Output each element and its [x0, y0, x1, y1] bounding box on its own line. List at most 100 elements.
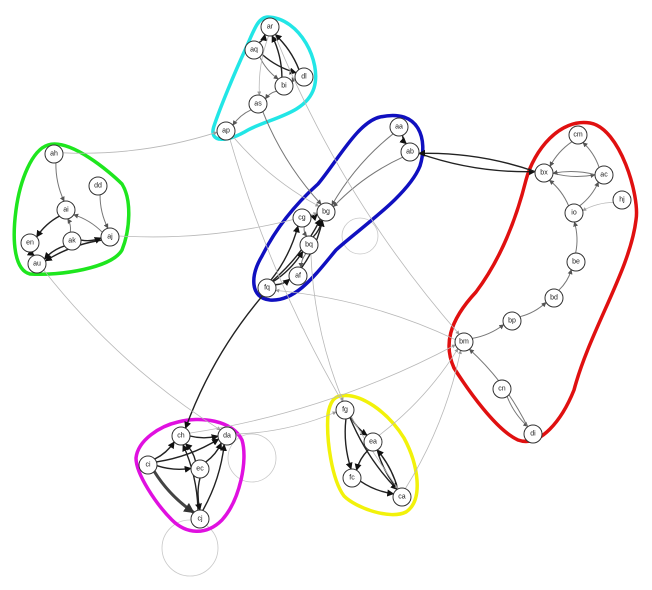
node-da[interactable]: da [217, 426, 237, 446]
node-bq[interactable]: bq [299, 235, 319, 255]
node-ci[interactable]: ci [138, 455, 158, 475]
edge-ea-fc [354, 449, 369, 471]
node-ab[interactable]: ab [400, 142, 420, 162]
node-bd[interactable]: bd [544, 288, 564, 308]
edge-io-bx [549, 179, 570, 206]
node-cj[interactable]: cj [190, 509, 210, 529]
node-bx[interactable]: bx [534, 163, 554, 183]
edge-ci-ec [156, 465, 192, 473]
node-ap[interactable]: ap [216, 121, 236, 141]
node-label: ac [600, 172, 608, 179]
cluster-hulls [12, 15, 639, 533]
node-label: ak [68, 238, 76, 245]
node-circle [566, 252, 586, 272]
node-label: fg [342, 407, 348, 414]
node-io[interactable]: io [564, 203, 584, 223]
node-circle [244, 40, 264, 60]
node-au[interactable]: au [27, 254, 47, 274]
node-circle [257, 278, 277, 298]
node-label: cn [498, 386, 506, 393]
node-circle [389, 117, 409, 137]
edge-aa-ab [399, 135, 407, 145]
node-ar[interactable]: ar [260, 17, 280, 37]
node-ah[interactable]: ah [44, 144, 64, 164]
node-ak[interactable]: ak [62, 231, 82, 251]
edge-ap-bg [232, 136, 320, 207]
edge-io-ac [579, 181, 599, 207]
node-bg[interactable]: bg [316, 202, 336, 222]
node-cm[interactable]: cm [568, 125, 588, 145]
node-bi[interactable]: bi [274, 76, 294, 96]
node-circle [564, 203, 584, 223]
node-bm[interactable]: bm [454, 332, 474, 352]
node-circle [568, 125, 588, 145]
node-label: cg [298, 215, 306, 222]
node-di[interactable]: di [523, 424, 543, 444]
edge-bp-bd [519, 301, 547, 318]
edge-fq-cg [270, 225, 300, 281]
edge-aj-ai [73, 213, 103, 233]
node-cn[interactable]: cn [492, 379, 512, 399]
node-ca[interactable]: ca [392, 487, 412, 507]
edge-bm-fq [275, 288, 456, 340]
edge-ch-da [189, 434, 219, 441]
node-ai[interactable]: ai [56, 200, 76, 220]
node-label: di [530, 431, 536, 438]
edge-aq-ar [258, 33, 268, 44]
self-loop-bg [341, 217, 379, 255]
node-circle [190, 509, 210, 529]
node-bp[interactable]: bp [502, 311, 522, 331]
node-as[interactable]: as [248, 94, 268, 114]
node-circle [100, 227, 120, 247]
node-aj[interactable]: aj [100, 227, 120, 247]
node-fg[interactable]: fg [335, 400, 355, 420]
node-fq[interactable]: fq [257, 278, 277, 298]
edge-be-io [573, 221, 579, 254]
node-circle [44, 144, 64, 164]
node-label: ci [145, 462, 151, 469]
node-dd[interactable]: dd [88, 176, 108, 196]
node-cg[interactable]: cg [292, 208, 312, 228]
edge-ci-cj [152, 470, 195, 514]
node-fc[interactable]: fc [342, 468, 362, 488]
node-label: ah [50, 151, 58, 158]
edge-aq-dl [261, 53, 297, 75]
node-hj[interactable]: hj [612, 190, 632, 210]
node-ch[interactable]: ch [171, 426, 191, 446]
node-aa[interactable]: aa [389, 117, 409, 137]
node-ec[interactable]: ec [190, 459, 210, 479]
edge-dl-ar [274, 33, 300, 70]
node-circle [217, 426, 237, 446]
cluster-hull-yellow [325, 393, 419, 517]
node-circle [190, 459, 210, 479]
node-circle [454, 332, 474, 352]
node-circle [594, 165, 614, 185]
node-circle [492, 379, 512, 399]
edge-ah-ap [62, 131, 218, 154]
edge-ch-bm [189, 344, 456, 434]
node-aq[interactable]: aq [244, 40, 264, 60]
node-label: ap [222, 128, 230, 135]
node-circle [62, 231, 82, 251]
node-ea[interactable]: ea [363, 432, 383, 452]
node-label: as [254, 101, 262, 108]
node-label: aq [250, 47, 258, 54]
node-label: be [572, 259, 580, 266]
edge-fq-bq [272, 250, 304, 283]
edge-en-au [26, 249, 35, 257]
node-label: ai [63, 207, 69, 214]
node-af[interactable]: af [288, 266, 308, 286]
edge-ca-bm [405, 349, 462, 489]
node-label: fq [264, 285, 270, 292]
node-circle [260, 17, 280, 37]
node-label: bq [305, 242, 313, 249]
edge-bq-fg [310, 253, 344, 402]
node-be[interactable]: be [566, 252, 586, 272]
node-en[interactable]: en [20, 233, 40, 253]
edge-hj-io [582, 201, 614, 211]
edge-bi-ar [271, 35, 283, 78]
edge-ab-bx [418, 152, 536, 176]
edge-cg-bq [301, 226, 308, 237]
node-dl[interactable]: dl [294, 67, 314, 87]
node-ac[interactable]: ac [594, 165, 614, 185]
